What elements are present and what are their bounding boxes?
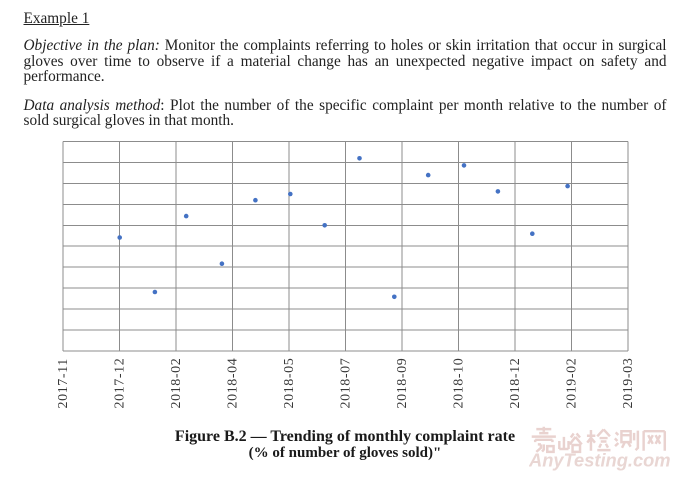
svg-text:2018-04: 2018-04 (225, 358, 240, 409)
svg-text:2018-09: 2018-09 (395, 358, 410, 409)
svg-text:2018-12: 2018-12 (508, 358, 523, 409)
svg-text:AnyTesting.com: AnyTesting.com (529, 450, 671, 471)
svg-text:2018-07: 2018-07 (338, 358, 353, 409)
svg-text:2018-05: 2018-05 (282, 358, 297, 409)
svg-text:2017-11: 2017-11 (56, 358, 71, 408)
svg-text:2017-12: 2017-12 (112, 358, 127, 409)
svg-text:2018-10: 2018-10 (451, 358, 466, 409)
svg-text:2019-02: 2019-02 (564, 358, 579, 409)
svg-text:2018-02: 2018-02 (169, 358, 184, 409)
svg-text:2019-03: 2019-03 (621, 358, 636, 409)
